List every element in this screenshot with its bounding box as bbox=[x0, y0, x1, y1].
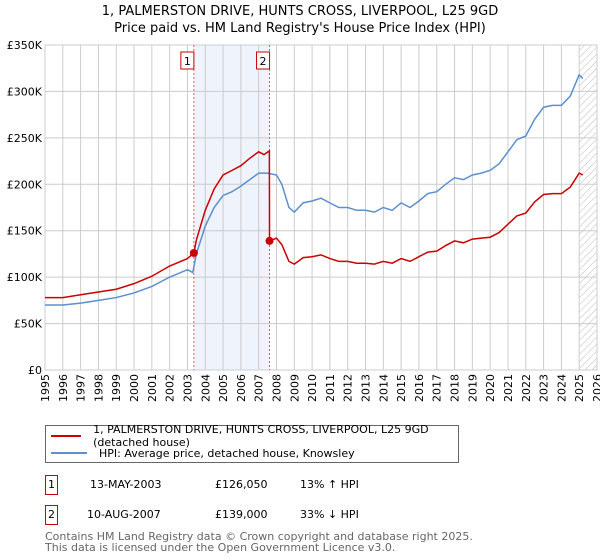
chart-title: 1, PALMERSTON DRIVE, HUNTS CROSS, LIVERP… bbox=[101, 4, 499, 19]
chart-subtitle: Price paid vs. HM Land Registry's House … bbox=[114, 21, 486, 36]
legend-item-hpi: HPI: Average price, detached house, Know… bbox=[46, 445, 355, 461]
legend-label: 1, PALMERSTON DRIVE, HUNTS CROSS, LIVERP… bbox=[93, 423, 429, 449]
price-chart: 1995 1996 1997 1998 1999 2000 2001 2002 2003 2004… bbox=[7, 39, 600, 402]
x-tick-label: 2005 bbox=[217, 374, 230, 402]
x-tick-label: 1995 bbox=[39, 374, 52, 402]
x-tick-label: 1996 bbox=[57, 374, 70, 402]
marker-badge: 1 bbox=[45, 475, 58, 495]
y-tick-label: £350K bbox=[7, 39, 43, 52]
y-tick-label: £0 bbox=[28, 364, 42, 377]
x-tick-label: 2015 bbox=[395, 374, 408, 402]
x-tick-label: 1998 bbox=[92, 374, 105, 402]
blue-line-swatch bbox=[51, 452, 87, 454]
x-tick-label: 1997 bbox=[75, 374, 88, 402]
x-tick-label: 2021 bbox=[502, 374, 515, 402]
legend: 1, PALMERSTON DRIVE, HUNTS CROSS, LIVERP… bbox=[45, 423, 459, 463]
sale-point bbox=[189, 248, 198, 257]
marker-badge: 2 bbox=[45, 505, 58, 525]
red-line-swatch bbox=[51, 435, 82, 437]
footer-copyright: Contains HM Land Registry data © Crown c… bbox=[45, 530, 473, 543]
x-tick-label: 2026 bbox=[591, 374, 600, 402]
x-tick-label: 2016 bbox=[413, 374, 426, 402]
date: 13-MAY-2003 bbox=[90, 478, 162, 491]
sale-label-box bbox=[256, 51, 271, 70]
price: £126,050 bbox=[215, 478, 268, 491]
legend-item-property: 1, PALMERSTON DRIVE, HUNTS CROSS, LIVERP… bbox=[46, 423, 458, 449]
y-tick-label: £100K bbox=[7, 271, 43, 284]
x-tick-label: 2013 bbox=[360, 374, 373, 402]
x-tick-label: 2020 bbox=[484, 374, 497, 402]
x-tick-label: 2022 bbox=[520, 374, 533, 402]
y-tick-label: £300K bbox=[7, 85, 43, 98]
sale-label: 1 bbox=[184, 55, 191, 68]
x-tick-label: 2011 bbox=[324, 374, 337, 402]
x-tick-label: 2007 bbox=[253, 374, 266, 402]
y-tick-label: £150K bbox=[7, 225, 43, 238]
sale-label: 2 bbox=[260, 55, 267, 68]
x-tick-label: 2023 bbox=[538, 374, 551, 402]
x-tick-label: 2001 bbox=[146, 374, 159, 402]
hpi-diff: 33% ↓ HPI bbox=[300, 508, 359, 521]
sale-label-box bbox=[180, 51, 195, 70]
price: £139,000 bbox=[215, 508, 268, 521]
y-tick-label: £50K bbox=[14, 318, 43, 331]
hpi-diff: 13% ↑ HPI bbox=[300, 478, 359, 491]
sale-point bbox=[265, 236, 274, 245]
x-tick-label: 2008 bbox=[270, 374, 283, 402]
x-tick-label: 2004 bbox=[199, 374, 212, 402]
y-tick-label: £250K bbox=[7, 132, 43, 145]
hpi-line bbox=[45, 73, 584, 306]
date: 10-AUG-2007 bbox=[87, 508, 161, 521]
x-tick-label: 2010 bbox=[306, 374, 319, 402]
x-tick-label: 2000 bbox=[128, 374, 141, 402]
legend-label: HPI: Average price, detached house, Know… bbox=[99, 446, 355, 460]
property-price-line bbox=[45, 149, 584, 299]
forecast-hatch bbox=[579, 45, 597, 370]
x-tick-label: 2024 bbox=[555, 374, 568, 402]
x-tick-label: 2018 bbox=[449, 374, 462, 402]
x-tick-label: 2017 bbox=[431, 374, 444, 402]
y-tick-label: £200K bbox=[7, 178, 43, 191]
x-tick-label: 1999 bbox=[110, 374, 123, 402]
x-tick-label: 2003 bbox=[181, 374, 194, 402]
x-tick-label: 2002 bbox=[164, 374, 177, 402]
x-tick-label: 2019 bbox=[466, 374, 479, 402]
footer: Contains HM Land Registry data © Crown c… bbox=[45, 531, 473, 553]
x-tick-label: 2009 bbox=[288, 374, 301, 402]
x-tick-label: 2014 bbox=[377, 374, 390, 402]
x-tick-label: 2012 bbox=[342, 374, 355, 402]
x-tick-label: 2025 bbox=[573, 374, 586, 402]
plot-frame bbox=[44, 44, 598, 371]
footer-licence: This data is licensed under the Open Gov… bbox=[45, 541, 396, 554]
x-tick-label: 2006 bbox=[235, 374, 248, 402]
